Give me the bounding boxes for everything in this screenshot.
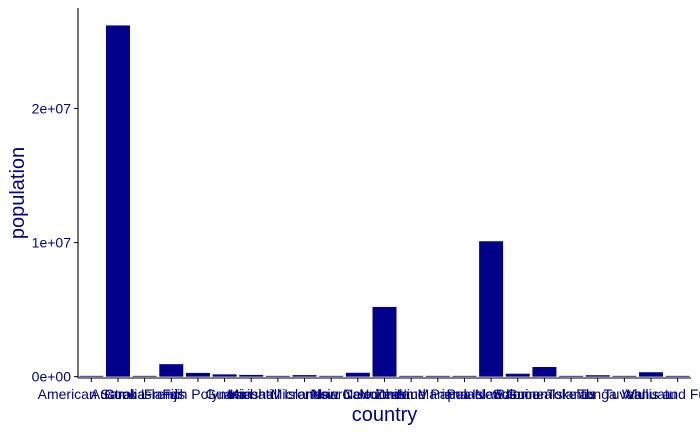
x-tick-label: American Samoa bbox=[38, 386, 146, 402]
bar-vanuatu bbox=[639, 372, 664, 377]
x-tick-label: New Caledonia bbox=[310, 386, 405, 402]
x-tick-label: Cook Islands bbox=[104, 386, 185, 402]
bar-nauru bbox=[319, 375, 344, 377]
bar-fiji bbox=[159, 364, 184, 377]
x-tick-label: Tuvalu bbox=[604, 386, 646, 402]
x-tick-label: Wallis and Futuna bbox=[622, 386, 700, 402]
bar-niue bbox=[399, 375, 424, 377]
x-tick-label: Samoa bbox=[496, 386, 541, 402]
bar-guam bbox=[212, 374, 237, 377]
x-tick-label: Tonga bbox=[579, 386, 617, 402]
x-tick-label: Solomon Islands bbox=[493, 386, 597, 402]
bar-tokelau bbox=[559, 375, 584, 377]
bar-wallis-and-futuna bbox=[665, 375, 690, 377]
y-axis-ticks: 0e+00 1e+07 2e+07 bbox=[32, 101, 78, 385]
bars-group bbox=[79, 25, 690, 377]
y-axis-title: population bbox=[7, 147, 29, 239]
x-tick-label: Kiribati bbox=[230, 386, 273, 402]
x-tick-label: Micronesia bbox=[271, 386, 339, 402]
bar-french-polynesia bbox=[185, 372, 210, 377]
bar-new-zealand bbox=[372, 306, 397, 377]
y-tick-label: 0e+00 bbox=[32, 369, 72, 385]
bar-australia bbox=[105, 25, 130, 377]
y-tick-label: 2e+07 bbox=[32, 101, 72, 117]
bar-kiribati bbox=[239, 374, 264, 377]
x-tick-label: French Polynesia bbox=[144, 386, 252, 402]
bar-cook-islands bbox=[132, 375, 157, 377]
bar-new-caledonia bbox=[345, 372, 370, 377]
bar-solomon-islands bbox=[532, 367, 557, 377]
bar-tuvalu bbox=[612, 375, 637, 377]
bar-samoa bbox=[505, 373, 530, 377]
bar-american-samoa bbox=[79, 375, 104, 377]
x-axis-title: country bbox=[352, 404, 418, 426]
x-tick-label: Northern Mariana Islands bbox=[359, 386, 516, 402]
bar-palau bbox=[452, 375, 477, 377]
x-tick-label: Fiji bbox=[162, 386, 180, 402]
bar-micronesia bbox=[292, 375, 317, 377]
x-tick-label: Tokelau bbox=[547, 386, 595, 402]
x-tick-label: Niue bbox=[397, 386, 426, 402]
x-tick-label: Palau bbox=[447, 386, 483, 402]
bar-papua-new-guinea bbox=[479, 241, 504, 377]
x-tick-label: Guam bbox=[206, 386, 244, 402]
x-tick-label: New Zealand bbox=[343, 386, 426, 402]
x-tick-label: Australia bbox=[91, 386, 146, 402]
x-tick-label: Nauru bbox=[312, 386, 350, 402]
x-tick-label: Papua New Guinea bbox=[430, 386, 552, 402]
bar-tonga bbox=[585, 375, 610, 377]
x-tick-label: Marshall Islands bbox=[227, 386, 328, 402]
y-tick-label: 1e+07 bbox=[32, 235, 72, 251]
bar-northern-mariana-islands bbox=[425, 375, 450, 377]
x-tick-label: Vanuatu bbox=[625, 386, 676, 402]
bar-marshall-islands bbox=[265, 375, 290, 377]
